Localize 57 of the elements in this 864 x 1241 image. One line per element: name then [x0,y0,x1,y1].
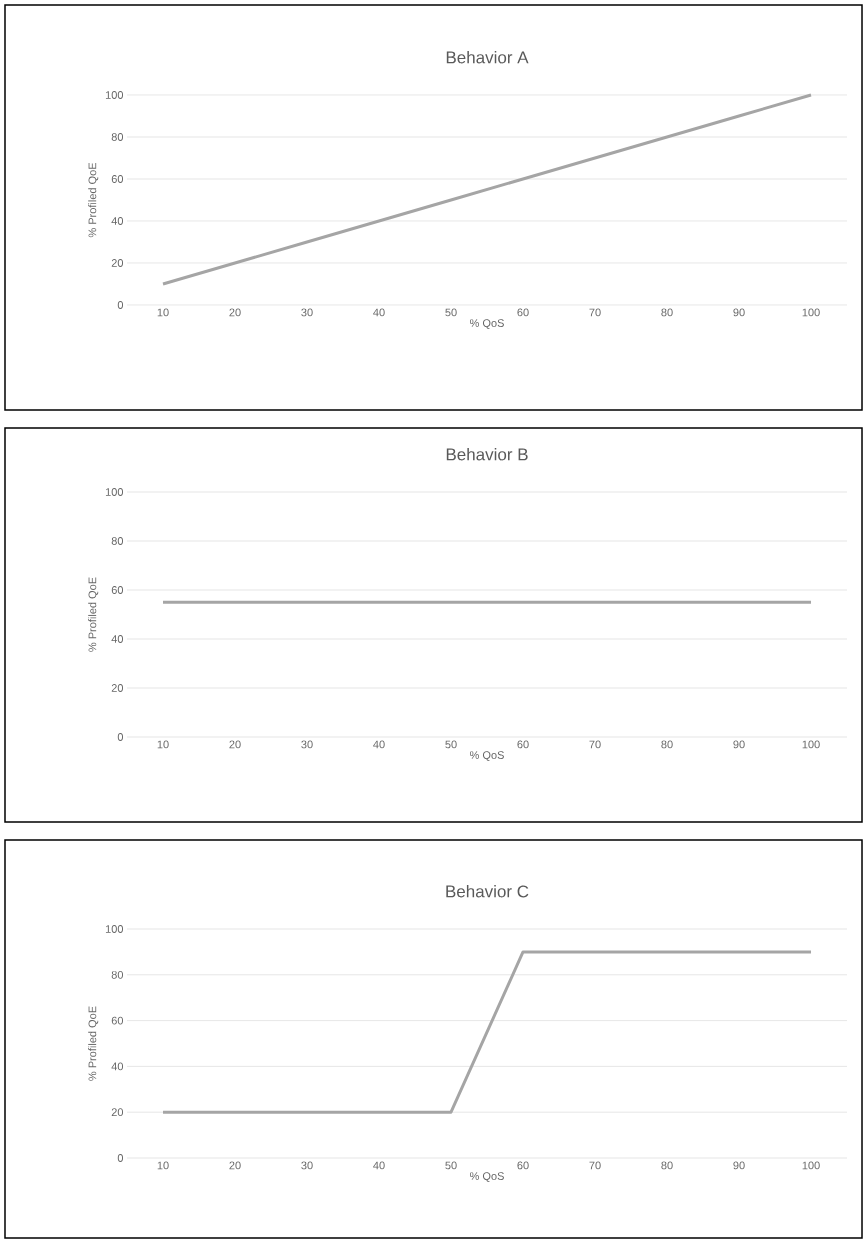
x-tick-label: 70 [589,308,601,317]
x-tick-label: 40 [373,1161,385,1170]
x-tick-label: 30 [301,308,313,317]
x-tick-label: 30 [301,740,313,749]
y-tick-label: 40 [111,217,124,225]
x-tick-label: 40 [373,740,385,749]
y-tick-label: 20 [111,1108,124,1117]
x-tick-label: 20 [229,740,241,749]
y-tick-label: 100 [105,488,124,496]
y-tick-label: 60 [111,1016,124,1025]
x-tick-label: 50 [445,1161,457,1170]
y-tick-label: 0 [117,733,124,741]
x-tick-label: 90 [733,308,745,317]
y-tick-label: 80 [111,970,124,979]
x-tick-label: 60 [517,1161,529,1170]
x-tick-label: 10 [157,308,169,317]
x-tick-label: 10 [157,740,169,749]
x-tick-label: 100 [802,1161,820,1170]
x-tick-label: 20 [229,308,241,317]
y-tick-label: 40 [111,1062,124,1071]
x-tick-label: 40 [373,308,385,317]
y-tick-label: 0 [117,1154,124,1162]
y-axis-title: % Profiled QoE [88,1006,99,1081]
y-tick-label: 60 [111,175,124,183]
x-tick-label: 90 [733,740,745,749]
chart-title: Behavior B [446,447,528,461]
y-axis-title: % Profiled QoE [88,162,99,238]
y-tick-label: 60 [111,586,124,594]
y-tick-label: 20 [111,259,124,267]
y-tick-label: 0 [117,301,124,309]
y-tick-label: 20 [111,684,124,692]
x-tick-label: 10 [157,1161,169,1170]
x-tick-label: 90 [733,1161,745,1170]
x-tick-label: 100 [802,308,820,317]
y-axis-title: % Profiled QoE [88,577,99,652]
x-tick-label: 70 [589,1161,601,1170]
chart-title: Behavior A [446,50,529,64]
x-axis-title: % QoS [469,751,504,761]
x-tick-label: 20 [229,1161,241,1170]
y-tick-label: 100 [105,925,124,933]
x-tick-label: 80 [661,1161,673,1170]
x-tick-label: 60 [517,308,529,317]
x-tick-label: 100 [802,740,820,749]
x-tick-label: 60 [517,740,529,749]
x-tick-label: 30 [301,1161,313,1170]
x-tick-label: 50 [445,740,457,749]
x-tick-label: 50 [445,308,457,317]
y-tick-label: 100 [105,91,124,99]
x-tick-label: 70 [589,740,601,749]
x-axis-title: % QoS [469,319,504,329]
chart-title: Behavior C [446,884,529,898]
x-tick-label: 80 [661,740,673,749]
x-axis-title: % QoS [469,1172,504,1182]
y-tick-label: 40 [111,635,124,643]
x-tick-label: 80 [661,308,673,317]
y-tick-label: 80 [111,537,124,545]
y-tick-label: 80 [111,133,124,141]
